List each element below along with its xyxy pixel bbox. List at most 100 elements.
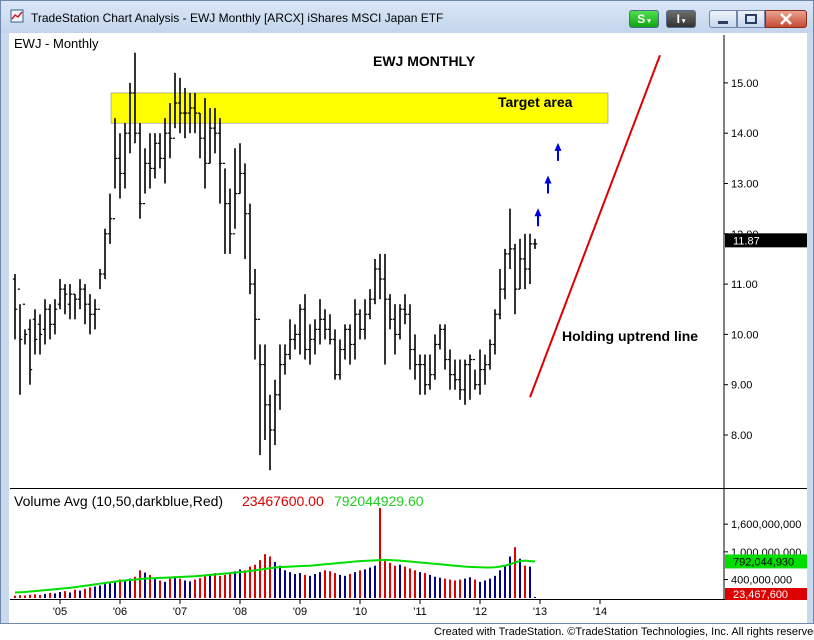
last-volume-tag bbox=[725, 588, 807, 600]
ohlc-bar bbox=[42, 299, 48, 345]
close-icon bbox=[780, 13, 792, 25]
indicator-i-button[interactable]: I ▾ bbox=[666, 10, 696, 28]
price-tick-label: 13.00 bbox=[731, 179, 759, 191]
ohlc-bar bbox=[182, 87, 188, 139]
ohlc-bar bbox=[192, 92, 198, 134]
ohlc-bar bbox=[522, 233, 528, 290]
ohlc-bar bbox=[292, 324, 298, 350]
ohlc-bar bbox=[272, 379, 278, 446]
up-arrow-icon bbox=[554, 142, 562, 161]
ohlc-bar bbox=[37, 314, 43, 355]
ohlc-bar bbox=[17, 288, 23, 395]
up-arrow-head bbox=[554, 142, 562, 151]
strategy-s-button[interactable]: S ▾ bbox=[629, 10, 659, 28]
minimize-button[interactable] bbox=[709, 10, 737, 28]
ohlc-bar bbox=[422, 354, 428, 395]
price-tick-label: 11.00 bbox=[731, 279, 758, 291]
ohlc-bar bbox=[142, 148, 148, 205]
ohlc-bar bbox=[77, 279, 83, 310]
ohlc-bar bbox=[127, 82, 133, 154]
ohlc-bar bbox=[147, 133, 153, 189]
ohlc-bar bbox=[392, 304, 398, 355]
close-button[interactable] bbox=[765, 10, 807, 28]
tradestation-app-icon bbox=[10, 9, 24, 23]
ohlc-bar bbox=[92, 299, 98, 330]
ohlc-bar bbox=[362, 299, 368, 340]
ohlc-bar bbox=[507, 208, 513, 270]
ohlc-bar bbox=[492, 309, 498, 355]
ohlc-bar bbox=[237, 143, 243, 195]
up-arrow-icon bbox=[534, 208, 542, 227]
last-price-label: 11.87 bbox=[733, 235, 760, 247]
ohlc-bar bbox=[252, 269, 258, 360]
ohlc-bar bbox=[152, 133, 158, 179]
time-tick-label: '06 bbox=[113, 606, 127, 618]
up-arrow-icon bbox=[544, 175, 552, 194]
ohlc-bar bbox=[397, 304, 403, 340]
ohlc-bar bbox=[407, 304, 413, 370]
ohlc-bar bbox=[157, 133, 163, 169]
volume-pane: 400,000,0001,000,000,0001,600,000,000792… bbox=[14, 508, 807, 601]
ohlc-bar bbox=[172, 72, 178, 139]
ohlc-bar bbox=[72, 293, 78, 320]
time-tick-label: '07 bbox=[173, 606, 187, 618]
ohlc-bar bbox=[357, 309, 363, 340]
ohlc-bar bbox=[452, 359, 458, 390]
ohlc-bar bbox=[307, 324, 313, 365]
minimize-icon bbox=[718, 21, 728, 24]
ohlc-bar bbox=[497, 269, 503, 320]
chart-area[interactable]: 8.009.0010.0011.0012.0013.0014.0015.0011… bbox=[9, 33, 807, 623]
price-tick-label: 8.00 bbox=[731, 430, 752, 442]
ohlc-bar bbox=[232, 148, 238, 235]
ohlc-bar bbox=[32, 309, 38, 355]
time-tick-label: '13 bbox=[533, 606, 547, 618]
ohlc-bar bbox=[57, 279, 63, 310]
volume-average-line bbox=[14, 558, 536, 594]
ohlc-bar bbox=[27, 319, 33, 385]
time-axis: '05 '06 '07 '08 '09 '10 '11 '12 '13 '14 bbox=[53, 599, 607, 618]
time-tick-label: '12 bbox=[473, 606, 487, 618]
ohlc-bar bbox=[102, 228, 108, 280]
ohlc-bar bbox=[347, 324, 353, 365]
ohlc-bar bbox=[467, 354, 473, 400]
ohlc-bar bbox=[137, 123, 143, 219]
ohlc-bar bbox=[502, 248, 508, 300]
ohlc-bar bbox=[462, 359, 468, 405]
chart-title: EWJ MONTHLY bbox=[373, 53, 476, 69]
ohlc-bar bbox=[277, 344, 283, 410]
price-tick-label: 9.00 bbox=[731, 380, 752, 392]
ohlc-bar bbox=[432, 334, 438, 380]
ohlc-bar bbox=[437, 324, 443, 350]
time-tick-label: '05 bbox=[53, 606, 67, 618]
last-price-tag bbox=[725, 233, 807, 248]
volume-tick-label: 1,600,000,000 bbox=[731, 519, 801, 531]
ohlc-bar bbox=[342, 324, 348, 360]
footer-copyright: Created with TradeStation. ©TradeStation… bbox=[434, 626, 814, 638]
time-tick-label: '09 bbox=[293, 606, 307, 618]
ohlc-bar bbox=[222, 162, 228, 254]
ohlc-bar bbox=[177, 77, 183, 134]
ohlc-bar bbox=[367, 289, 373, 320]
up-arrow-head bbox=[534, 208, 542, 217]
uptrend-line bbox=[529, 54, 661, 398]
ohlc-bar bbox=[62, 284, 68, 315]
time-tick-label: '10 bbox=[353, 606, 367, 618]
uptrend-line-label: Holding uptrend line bbox=[562, 328, 699, 344]
ohlc-bar bbox=[427, 354, 433, 390]
price-tick-label: 15.00 bbox=[731, 78, 759, 90]
ohlc-bar bbox=[297, 304, 303, 355]
ohlc-bar bbox=[117, 133, 123, 199]
ohlc-bar bbox=[122, 123, 128, 189]
ohlc-bar bbox=[112, 118, 118, 220]
price-pane: 8.009.0010.0011.0012.0013.0014.0015.0011… bbox=[10, 35, 807, 600]
symbol-label: EWJ - Monthly bbox=[14, 36, 99, 51]
maximize-icon bbox=[745, 14, 757, 24]
ohlc-bar bbox=[457, 359, 463, 400]
maximize-button[interactable] bbox=[737, 10, 765, 28]
chevron-down-icon: ▾ bbox=[645, 18, 651, 25]
ohlc-bar bbox=[377, 253, 383, 300]
ohlc-bar bbox=[382, 253, 388, 365]
ohlc-bar bbox=[417, 354, 423, 395]
title-bar[interactable]: TradeStation Chart Analysis - EWJ Monthl… bbox=[1, 1, 813, 33]
volume-tick-label: 400,000,000 bbox=[731, 575, 792, 587]
